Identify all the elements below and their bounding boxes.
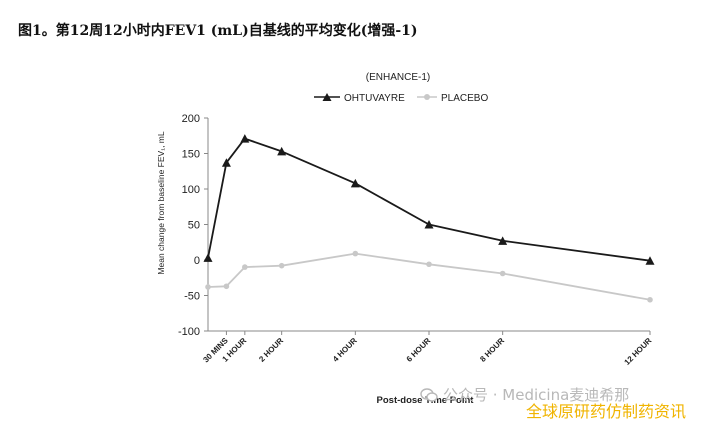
data-point-placebo bbox=[426, 261, 432, 268]
y-tick-label: 50 bbox=[188, 220, 200, 232]
data-point-ohtuvayre bbox=[645, 256, 655, 265]
series-line-placebo bbox=[207, 252, 651, 301]
legend-label-ohtuvayre: OHTUVAYRE bbox=[344, 93, 405, 104]
data-point-ohtuvayre bbox=[498, 236, 508, 245]
legend: OHTUVAYRE PLACEBO bbox=[314, 93, 488, 104]
legend-marker-ohtuvayre bbox=[322, 93, 332, 101]
data-point-ohtuvayre bbox=[424, 220, 434, 229]
watermark: 公众号 · Medicina麦迪希那 bbox=[420, 384, 629, 405]
legend-label-placebo: PLACEBO bbox=[441, 93, 488, 104]
data-point-placebo bbox=[499, 270, 506, 277]
series-line-ohtuvayre bbox=[207, 137, 651, 262]
chart-title: (ENHANCE-1) bbox=[366, 72, 430, 83]
watermark-text: 公众号 · Medicina麦迪希那 bbox=[443, 386, 630, 404]
data-point-ohtuvayre bbox=[203, 253, 213, 262]
y-tick-label: 150 bbox=[182, 149, 200, 161]
wechat-icon bbox=[420, 387, 438, 402]
y-tick-label: 0 bbox=[194, 255, 200, 267]
data-point-placebo bbox=[278, 262, 285, 269]
y-axis-label: Mean change from baseline FEV₁, mL bbox=[156, 131, 166, 274]
x-tick-label: 4 HOUR bbox=[331, 336, 359, 364]
data-point-placebo bbox=[242, 264, 248, 270]
data-point-placebo bbox=[205, 284, 211, 290]
data-point-ohtuvayre bbox=[240, 134, 250, 143]
watermark-brand: 全球原研药仿制药资讯 bbox=[526, 402, 687, 421]
x-tick-label: 6 HOUR bbox=[405, 336, 433, 364]
data-point-placebo bbox=[352, 250, 359, 257]
y-tick-label: 200 bbox=[182, 113, 200, 125]
x-tick-label: 2 HOUR bbox=[257, 336, 285, 364]
data-point-placebo bbox=[223, 283, 230, 290]
x-axis-label: Post-dose Time Point bbox=[377, 395, 475, 406]
x-tick-label: 12 HOUR bbox=[623, 336, 654, 367]
y-tick-label: 100 bbox=[182, 184, 200, 196]
legend-marker-placebo bbox=[424, 94, 430, 100]
y-tick-label: -100 bbox=[178, 326, 200, 338]
data-point-ohtuvayre bbox=[277, 146, 287, 156]
data-point-placebo bbox=[647, 296, 653, 303]
x-tick-label: 8 HOUR bbox=[478, 336, 506, 364]
data-point-ohtuvayre bbox=[350, 178, 360, 188]
y-tick-label: -50 bbox=[184, 291, 200, 303]
data-point-ohtuvayre bbox=[221, 158, 231, 167]
page-title: 图1。第12周12小时内FEV1 (mL)自基线的平均变化(增强-1) bbox=[18, 23, 418, 39]
